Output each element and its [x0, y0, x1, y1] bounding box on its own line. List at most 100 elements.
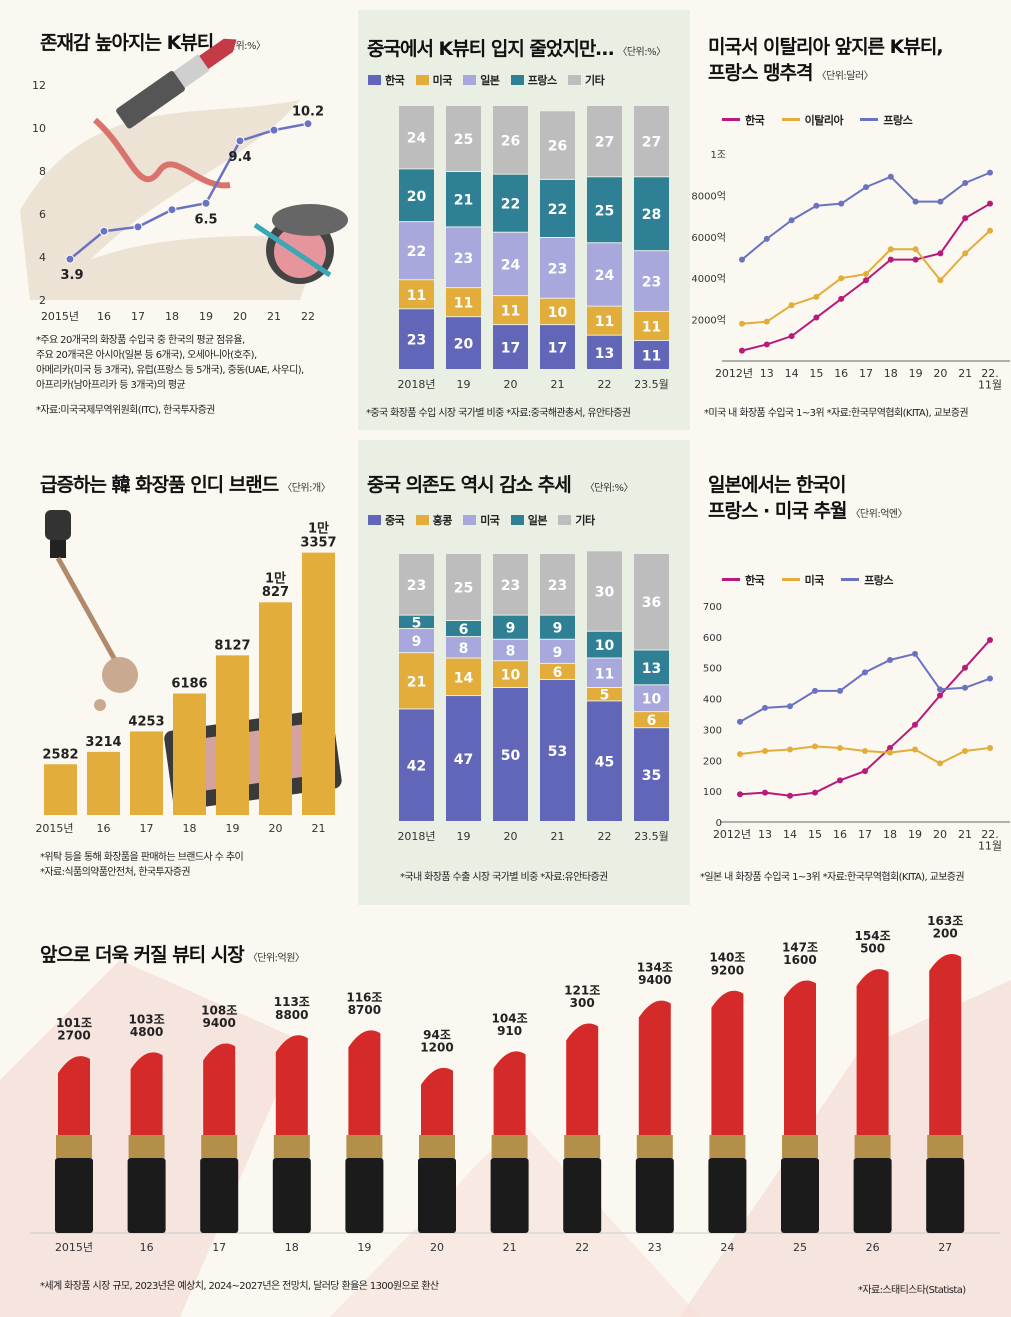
p6-unit: 〈단위:억엔〉: [850, 509, 908, 520]
bar-segment: [493, 232, 528, 296]
lipstick-band: [56, 1135, 92, 1158]
data-label: 6: [459, 622, 469, 638]
bar-segment: [446, 106, 481, 171]
x-tick-label: 27: [938, 1241, 952, 1254]
data-point: [838, 275, 845, 282]
p4-note: *위탁 등을 통해 화장품을 판매하는 브랜드사 수 추이 *자료:식품의약품안…: [40, 852, 244, 878]
data-point: [962, 179, 969, 186]
data-point: [862, 748, 868, 755]
lipstick-case: [853, 1158, 892, 1233]
data-label: 22: [407, 244, 426, 260]
bar-segment: [634, 712, 669, 728]
legend-swatch: [510, 515, 524, 525]
lipstick-bullet: [566, 1023, 599, 1135]
x-tick-label: 22. 11월: [978, 828, 1002, 853]
data-point: [763, 318, 770, 325]
data-point: [812, 789, 818, 796]
series-line: [69, 122, 309, 261]
bar-segment: [399, 280, 434, 309]
y-tick-label: 4: [39, 251, 46, 264]
data-label: 94조 1200: [420, 1028, 453, 1055]
lipstick-band: [201, 1135, 238, 1158]
lipstick-case: [781, 1158, 819, 1233]
legend-label: 미국: [480, 514, 500, 527]
bar-segment: [399, 653, 434, 709]
bar-segment: [634, 311, 669, 340]
data-label: 11: [407, 288, 426, 304]
x-tick-label: 19: [457, 830, 471, 843]
data-point: [863, 184, 869, 191]
legend-label: 이탈리아: [804, 114, 844, 127]
lipstick-bullet: [130, 1052, 163, 1135]
lipstick-band: [273, 1135, 310, 1158]
data-point: [912, 256, 919, 263]
legend-label: 기타: [575, 514, 595, 527]
bar-segment: [540, 679, 575, 821]
lipstick-bullet: [203, 1043, 236, 1135]
data-point: [862, 768, 868, 775]
data-point: [787, 792, 793, 799]
x-tick-label: 21: [551, 830, 565, 843]
bar-segment: [493, 615, 528, 639]
x-tick-label: 21: [958, 828, 972, 841]
data-label: 3.9: [60, 268, 83, 283]
data-point: [937, 686, 943, 693]
legend-line: [781, 118, 800, 121]
data-point: [962, 250, 969, 257]
data-point: [788, 217, 795, 224]
legend-label: 기타: [585, 74, 605, 87]
y-tick-label: 8000억: [691, 190, 726, 202]
x-tick-label: 22. 11월: [978, 367, 1002, 392]
data-label: 6.5: [194, 212, 217, 227]
data-point: [962, 684, 968, 691]
x-tick-label: 22: [301, 310, 315, 323]
legend-line: [860, 118, 879, 121]
bar-segment: [493, 325, 528, 369]
lipstick-bullet: [856, 969, 889, 1135]
legend-label: 프랑스: [883, 114, 913, 127]
data-point: [762, 789, 768, 796]
p6-note: *일본 내 화장품 수입국 1~3위 *자료:한국무역협회(KITA), 교보증…: [700, 872, 965, 883]
x-tick-label: 26: [866, 1241, 880, 1254]
x-tick-label: 2015년: [35, 822, 73, 835]
data-label: 23: [407, 578, 426, 594]
bar-segment: [587, 631, 622, 658]
data-label: 25: [454, 581, 473, 597]
data-label: 108조 9400: [201, 1003, 237, 1030]
bar-segment: [587, 177, 622, 243]
data-label: 30: [595, 585, 615, 601]
data-label: 8127: [214, 638, 250, 653]
data-label: 10: [642, 692, 662, 708]
bar: [44, 764, 77, 815]
data-point: [65, 254, 75, 264]
p5-note: *국내 화장품 수출 시장 국가별 비중 *자료:유안타증권: [400, 872, 608, 883]
bar-segment: [587, 243, 622, 306]
bar-segment: [446, 317, 481, 369]
p1-title: 존재감 높아지는 K뷰티 〈단위:%〉: [40, 28, 266, 55]
data-point: [887, 173, 894, 180]
bar-segment: [493, 688, 528, 821]
p1-title-text: 존재감 높아지는 K뷰티: [40, 32, 214, 54]
data-point: [887, 246, 894, 253]
data-point: [737, 791, 743, 798]
data-label: 101조 2700: [56, 1016, 92, 1043]
lipstick-band: [491, 1135, 528, 1158]
data-point: [837, 777, 843, 784]
x-tick-label: 16: [834, 367, 848, 380]
data-label: 147조 1600: [782, 940, 818, 967]
data-label: 45: [595, 755, 614, 771]
data-point: [837, 744, 843, 751]
data-point: [987, 169, 993, 176]
data-label: 23: [454, 251, 473, 267]
bar-segment: [587, 306, 622, 335]
data-label: 10: [501, 668, 521, 684]
bar-segment: [634, 251, 669, 311]
bar-segment: [493, 106, 528, 174]
data-point: [813, 293, 820, 300]
x-tick-label: 21: [312, 822, 326, 835]
lipstick-band: [636, 1135, 673, 1158]
bar-segment: [399, 554, 434, 615]
data-label: 13: [595, 346, 614, 362]
bar-segment: [587, 106, 622, 177]
